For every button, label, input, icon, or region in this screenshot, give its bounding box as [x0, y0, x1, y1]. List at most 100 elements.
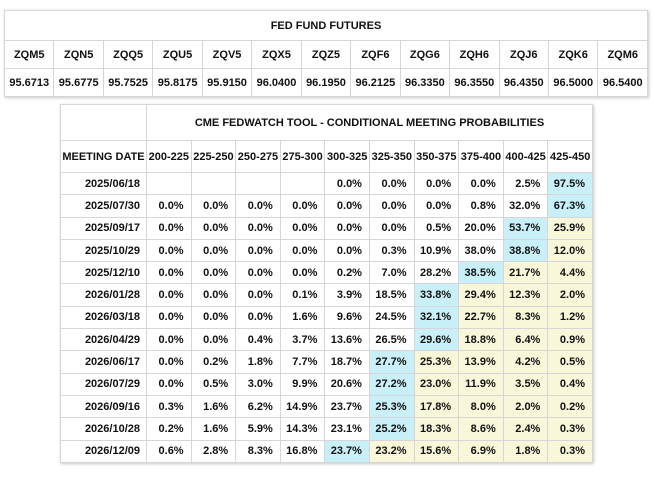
- futures-price-row: 95.6713 95.6775 95.7525 95.8175 95.9150 96.04…: [3, 68, 648, 97]
- probability-cell: 0.5%: [547, 350, 593, 374]
- futures-contract-header: ZQF6: [350, 40, 401, 69]
- futures-contract-header: ZQX5: [251, 40, 302, 69]
- probability-cell: 0.2%: [547, 394, 593, 419]
- probability-cell: 14.3%: [279, 417, 326, 441]
- probability-cell: 3.5%: [502, 372, 549, 396]
- probability-cell: 0.0%: [458, 171, 504, 196]
- rate-range-header: 375-400: [458, 140, 504, 173]
- fedwatch-data-row: 2025/10/29 0.0% 0.0% 0.0% 0.0% 0.0% 0.3% 10.9% 3…: [60, 238, 593, 263]
- probability-cell: 10.9%: [413, 238, 460, 263]
- probability-cell: 18.3%: [413, 417, 460, 441]
- meeting-date-cell: 2025/10/29: [60, 238, 147, 263]
- probability-cell: 9.9%: [279, 372, 326, 396]
- probability-cell: 11.9%: [458, 372, 504, 396]
- probability-cell: 0.3%: [368, 238, 415, 263]
- probability-cell: 13.6%: [324, 328, 370, 352]
- probability-cell: 7.0%: [368, 261, 415, 285]
- probability-cell: 1.6%: [279, 305, 326, 330]
- probability-cell: 3.9%: [324, 283, 370, 307]
- probability-cell: 0.3%: [547, 439, 593, 463]
- probability-cell: 6.2%: [235, 394, 281, 419]
- probability-cell: 27.7%: [368, 350, 415, 374]
- probability-cell: 16.8%: [279, 439, 326, 463]
- meeting-date-cell: 2026/12/09: [60, 439, 147, 463]
- probability-cell: 0.8%: [458, 194, 504, 218]
- probability-cell: 25.9%: [547, 216, 593, 240]
- probability-cell: 0.0%: [146, 350, 192, 374]
- probability-cell: 0.0%: [368, 216, 415, 240]
- probability-cell: 0.0%: [235, 194, 281, 218]
- probability-cell: 0.0%: [235, 261, 281, 285]
- fedwatch-data-row: 2026/12/09 0.6% 2.8% 8.3% 16.8% 23.7% 23.2% 15.…: [60, 439, 593, 463]
- probability-cell: 2.5%: [502, 171, 549, 196]
- fed-fund-futures-table: FED FUND FUTURES ZQM5 ZQN5 ZQQ5 ZQU5 ZQV5 ZQX…: [3, 10, 648, 97]
- probability-cell: 0.0%: [324, 238, 370, 263]
- probability-cell: 8.6%: [458, 417, 504, 441]
- probability-cell: 0.0%: [279, 194, 326, 218]
- probability-cell: 32.0%: [502, 194, 549, 218]
- fedwatch-probabilities-table: CME FEDWATCH TOOL - CONDITIONAL MEETING …: [60, 104, 593, 463]
- meeting-date-cell: 2026/06/17: [60, 350, 147, 374]
- meeting-date-cell: 2026/07/29: [60, 372, 147, 396]
- probability-cell: 28.2%: [413, 261, 460, 285]
- probability-cell: 23.0%: [413, 372, 460, 396]
- probability-cell: 20.6%: [324, 372, 370, 396]
- meeting-date-cell: 2026/01/28: [60, 283, 147, 307]
- probability-cell: 38.5%: [458, 261, 504, 285]
- rate-range-header: 250-275: [235, 140, 281, 173]
- futures-contract-header-row: ZQM5 ZQN5 ZQQ5 ZQU5 ZQV5 ZQX5 ZQZ5 ZQF6 ZQG6 ZQH6…: [3, 40, 648, 69]
- fedwatch-corner-cell: [60, 104, 147, 141]
- probability-cell: 1.8%: [502, 439, 549, 463]
- probability-cell: 15.6%: [413, 439, 460, 463]
- futures-table-title: FED FUND FUTURES: [4, 10, 648, 41]
- fedwatch-data-row: 2026/09/16 0.3% 1.6% 6.2% 14.9% 23.7% 25.3% 17.…: [60, 394, 593, 419]
- probability-cell: 22.7%: [458, 305, 504, 330]
- futures-price-value: 96.3550: [449, 68, 500, 97]
- probability-cell: 38.8%: [502, 238, 549, 263]
- futures-price-value: 95.9150: [201, 68, 253, 97]
- futures-price-value: 95.8175: [152, 68, 203, 97]
- meeting-date-cell: 2025/07/30: [60, 194, 147, 218]
- probability-cell: 9.6%: [324, 305, 370, 330]
- fedwatch-title-row: CME FEDWATCH TOOL - CONDITIONAL MEETING …: [60, 104, 593, 141]
- probability-cell: 25.2%: [368, 417, 415, 441]
- probability-cell: 0.0%: [324, 194, 370, 218]
- probability-cell: 7.7%: [279, 350, 326, 374]
- probability-cell: 0.0%: [190, 194, 237, 218]
- futures-contract-header: ZQK6: [547, 40, 599, 69]
- probability-cell: 0.3%: [547, 417, 593, 441]
- probability-cell: 0.0%: [146, 283, 192, 307]
- probability-cell: 23.2%: [368, 439, 415, 463]
- probability-cell: 17.8%: [413, 394, 460, 419]
- fedwatch-data-row: 2025/06/18 0.0% 0.0% 0.0% 0.0% 2.5% 97.5%: [60, 171, 593, 196]
- probability-cell: 24.5%: [368, 305, 415, 330]
- probability-cell: [279, 171, 326, 196]
- meeting-date-cell: 2025/12/10: [60, 261, 147, 285]
- futures-price-value: 96.5000: [547, 68, 599, 97]
- probability-cell: 8.3%: [502, 305, 549, 330]
- rate-range-header: 425-450: [547, 140, 593, 173]
- probability-cell: 2.0%: [502, 394, 549, 419]
- meeting-date-cell: 2025/09/17: [60, 216, 147, 240]
- probability-cell: 0.2%: [324, 261, 370, 285]
- futures-price-value: 96.1950: [300, 68, 352, 97]
- probability-cell: 3.7%: [279, 328, 326, 352]
- probability-cell: 97.5%: [547, 171, 593, 196]
- futures-title-row: FED FUND FUTURES: [4, 10, 648, 41]
- futures-price-value: 96.4350: [498, 68, 549, 97]
- meeting-date-header: MEETING DATE: [60, 140, 147, 173]
- fedwatch-header-row: MEETING DATE 200-225 225-250 250-275 275-30…: [60, 140, 593, 173]
- rate-range-header: 300-325: [324, 140, 370, 173]
- fedwatch-data-row: 2026/01/28 0.0% 0.0% 0.0% 0.1% 3.9% 18.5% 33.8%…: [60, 283, 593, 307]
- probability-cell: 38.0%: [458, 238, 504, 263]
- probability-cell: 23.7%: [324, 439, 370, 463]
- probability-cell: 0.0%: [368, 171, 415, 196]
- fedwatch-table-title: CME FEDWATCH TOOL - CONDITIONAL MEETING …: [146, 104, 593, 141]
- meeting-date-cell: 2026/10/28: [60, 417, 147, 441]
- probability-cell: 5.9%: [235, 417, 281, 441]
- probability-cell: 8.3%: [235, 439, 281, 463]
- probability-cell: 25.3%: [413, 350, 460, 374]
- probability-cell: 26.5%: [368, 328, 415, 352]
- fedwatch-data-row: 2026/03/18 0.0% 0.0% 0.0% 1.6% 9.6% 24.5% 32.1%…: [60, 305, 593, 330]
- probability-cell: 0.0%: [368, 194, 415, 218]
